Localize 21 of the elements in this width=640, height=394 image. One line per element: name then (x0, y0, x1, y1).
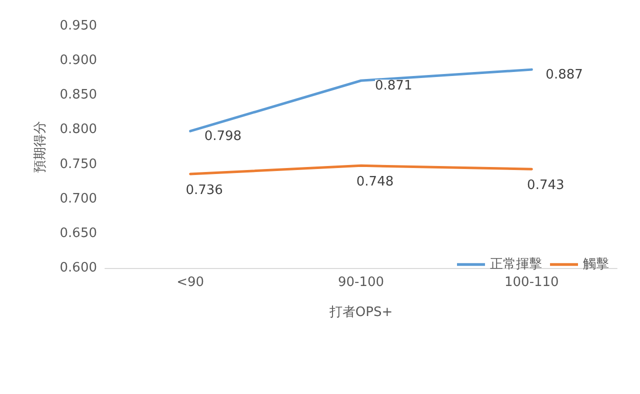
y-tick-label: 0.600 (60, 260, 97, 276)
y-tick-label: 0.950 (60, 18, 97, 34)
data-label: 0.871 (375, 78, 412, 94)
x-tick-label: 100-110 (504, 275, 559, 290)
data-label: 0.736 (186, 182, 223, 198)
y-tick-label: 0.850 (60, 88, 97, 103)
y-tick-label: 0.650 (60, 226, 97, 241)
y-axis-title: 預期得分 (33, 121, 48, 173)
data-label: 0.743 (527, 178, 564, 194)
legend-label: 正常揮擊 (490, 257, 542, 272)
y-tick-label: 0.750 (60, 156, 97, 172)
y-tick-label: 0.800 (60, 122, 97, 138)
y-tick-label: 0.700 (60, 191, 97, 206)
data-label: 0.887 (546, 68, 583, 83)
x-tick-label: <90 (176, 275, 204, 290)
x-tick-label: 90-100 (338, 275, 384, 290)
data-label: 0.798 (204, 129, 242, 144)
legend-label: 觸擊 (583, 257, 609, 272)
x-axis-title: 打者OPS+ (328, 305, 393, 320)
data-label: 0.748 (356, 174, 394, 190)
y-tick-label: 0.900 (60, 53, 97, 68)
